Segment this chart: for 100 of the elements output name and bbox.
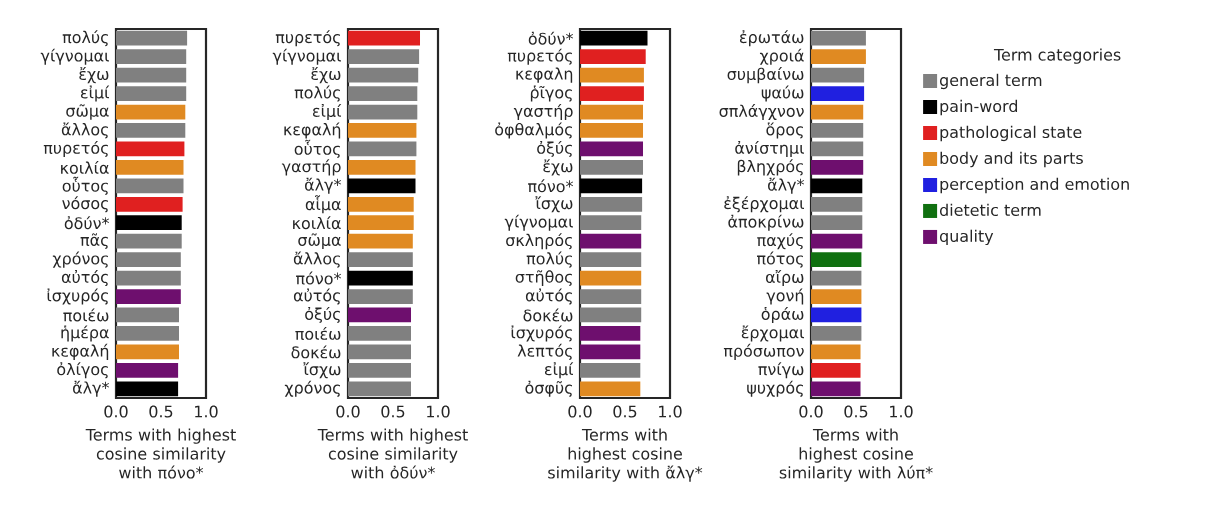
y-tick-label: ἄλγ*	[768, 177, 805, 194]
legend-label: body and its parts	[940, 151, 1083, 168]
y-tick-label: ἀνίστημι	[735, 140, 804, 157]
y-tick-label: πολύς	[62, 30, 108, 47]
bar	[580, 326, 641, 341]
bar	[580, 289, 642, 304]
y-tick-label: στῆθος	[515, 270, 572, 286]
bar	[580, 233, 642, 249]
y-tick-label: ἄλλος	[61, 122, 108, 139]
y-tick-label: πνίγω	[758, 362, 804, 379]
y-tick-label: ἴσχω	[535, 196, 573, 213]
y-tick-label: ποιέω	[63, 308, 109, 322]
y-tick-label: κοιλία	[61, 160, 109, 174]
y-tick-label: ὁράω	[761, 306, 804, 324]
bar	[580, 196, 643, 212]
y-tick-label: ἔχω	[543, 159, 573, 176]
y-tick-label: αὐτός	[61, 270, 108, 287]
y-tick-label: ἔχω	[311, 67, 341, 84]
bar	[580, 67, 644, 83]
x-tick-label: 0.5	[381, 405, 405, 418]
y-tick-label: βληχρός	[737, 159, 803, 176]
bar	[580, 362, 641, 378]
y-tick-label: ἡμέρα	[61, 325, 109, 342]
y-tick-label: οὗτος	[294, 139, 340, 158]
y-tick-label: κεφαλη	[516, 67, 573, 83]
bar	[580, 123, 644, 138]
x-tick-label: 1.0	[195, 405, 218, 418]
legend-label: pathological state	[940, 125, 1082, 142]
y-tick-label: λεπτός	[517, 343, 572, 360]
y-tick-label: ἄλλος	[293, 251, 340, 268]
y-tick-label: πυρετός	[507, 48, 572, 65]
y-tick-label: ὅρος	[766, 122, 803, 139]
y-tick-label: ῥῖγος	[530, 85, 572, 102]
y-tick-label: σῶμα	[66, 104, 109, 120]
legend-label: dietetic term	[939, 203, 1041, 217]
y-tick-label: γαστήρ	[513, 103, 573, 121]
y-tick-label: αὐτός	[525, 288, 572, 305]
bar	[580, 30, 648, 46]
y-tick-label: κεφαλή	[52, 343, 109, 360]
y-tick-label: γαστήρ	[281, 159, 341, 176]
y-tick-label: ἄλγ*	[305, 177, 342, 194]
bar	[580, 344, 641, 360]
y-tick-label: πολύς	[294, 85, 340, 102]
y-tick-label: ὀσφῦς	[525, 380, 572, 397]
y-tick-label: πόνο*	[528, 179, 574, 193]
x-tick-label: 0.0	[336, 405, 360, 418]
y-tick-label: χροιά	[759, 48, 804, 65]
y-tick-label: πυρετός	[43, 140, 108, 157]
y-tick-label: εἰμί	[80, 85, 110, 102]
y-tick-label: γίγνομαι	[272, 48, 341, 65]
y-tick-label: ὀδύν*	[64, 216, 110, 230]
x-tick-label: 0.5	[149, 405, 173, 418]
y-tick-label: δοκέω	[291, 345, 341, 359]
x-tick-label: 1.0	[427, 405, 450, 418]
y-tick-label: ἐξέρχομαι	[724, 196, 804, 213]
legend-label: general term	[939, 73, 1042, 90]
y-tick-label: σῶμα	[298, 233, 341, 250]
legend-label: quality	[939, 229, 994, 246]
bar	[580, 160, 644, 175]
x-axis-title: Terms with highest cosine similarity with ὀδύν*	[317, 428, 468, 479]
bar	[580, 252, 642, 268]
y-tick-label: ὀξύς	[305, 306, 340, 324]
y-tick-label: πόνο*	[296, 271, 342, 285]
x-axis-title: Terms with highest cosine similarity with ἄλγ*	[548, 428, 703, 482]
y-tick-label: ἰσχυρός	[511, 325, 572, 342]
x-tick-label: 0.0	[568, 405, 592, 418]
x-tick-label: 0.0	[104, 405, 128, 418]
y-tick-label: ψαύω	[761, 85, 804, 102]
legend-title: Term categories	[993, 48, 1121, 64]
y-tick-label: ψυχρός	[747, 380, 803, 397]
y-tick-label: αἴρω	[766, 270, 804, 287]
x-tick-label: 1.0	[659, 405, 682, 418]
x-tick-label: 0.5	[844, 405, 868, 418]
bar	[580, 104, 644, 120]
y-tick-label: ὀλίγος	[57, 362, 108, 379]
bar	[580, 86, 644, 101]
y-tick-label: δοκέω	[523, 308, 573, 322]
x-axis-title: Terms with highest cosine similarity with πόνο*	[85, 428, 236, 479]
x-tick-label: 0.5	[613, 405, 637, 418]
y-tick-label: ἴσχω	[303, 362, 341, 379]
y-tick-label: ἀποκρίνω	[728, 214, 804, 231]
bar	[580, 270, 642, 286]
bar	[580, 307, 642, 323]
y-tick-label: ἔρχομαι	[741, 325, 804, 342]
y-tick-label: κεφαλή	[284, 122, 341, 139]
y-tick-label: παχύς	[757, 233, 803, 250]
y-tick-label: πᾶς	[80, 233, 108, 250]
bar	[580, 178, 643, 194]
y-tick-label: χρόνος	[284, 380, 340, 397]
y-tick-label: πολύς	[526, 251, 572, 268]
bar	[580, 381, 641, 397]
y-tick-label: ἔχω	[79, 67, 109, 84]
y-tick-label: ὀφθαλμός	[495, 122, 572, 139]
bar	[580, 141, 644, 157]
y-tick-label: πότος	[757, 251, 803, 268]
y-tick-label: νόσος	[62, 196, 108, 213]
y-tick-label: ἄλγ*	[73, 380, 110, 397]
x-tick-label: 1.0	[890, 405, 913, 418]
y-tick-label: αἷμα	[305, 195, 341, 214]
y-tick-label: σκληρός	[506, 233, 572, 250]
